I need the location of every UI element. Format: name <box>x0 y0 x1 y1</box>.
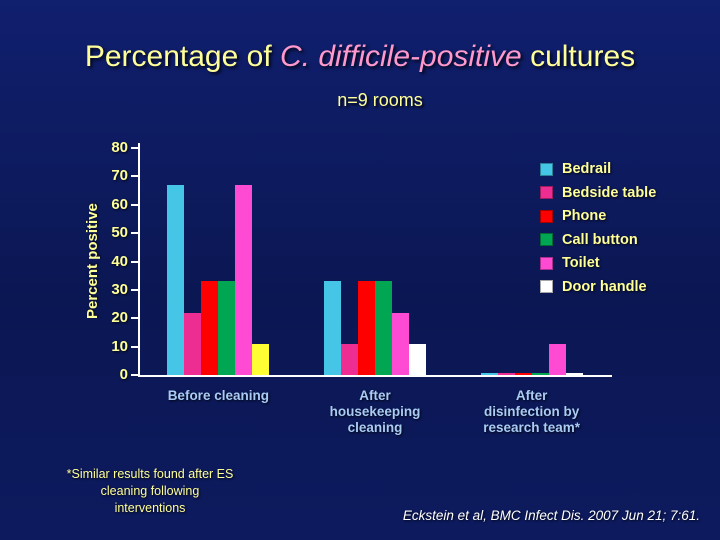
y-tick-label: 70 <box>111 167 128 185</box>
footnote-line: cleaning following <box>100 484 200 498</box>
bar-phone <box>514 373 532 375</box>
bar-toilet <box>548 343 566 375</box>
bar-toilet <box>235 184 253 375</box>
legend-swatch <box>540 233 553 247</box>
legend-item: Call button <box>540 231 656 248</box>
bar-bedside-table <box>341 343 358 375</box>
legend-item: Bedrail <box>540 162 656 177</box>
y-tick-label: 60 <box>111 195 128 213</box>
legend-label: Phone <box>562 208 607 224</box>
y-tick-label: 0 <box>119 366 128 383</box>
x-category-label: Before cleaning <box>138 388 298 404</box>
legend-swatch <box>540 162 553 176</box>
y-axis-line <box>138 143 140 377</box>
bar-door-handle <box>565 373 583 375</box>
legend-swatch <box>540 186 553 200</box>
y-tick-mark <box>131 288 138 291</box>
x-axis-line <box>138 375 612 377</box>
y-tick-label: 30 <box>111 280 128 298</box>
legend-label: Bedside table <box>562 184 657 201</box>
chart-legend: Bedrail Bedside table Phone Call button Toil… <box>540 162 656 303</box>
bar-door-handle <box>409 343 426 375</box>
x-category-label-line: cleaning <box>347 420 403 435</box>
legend-item: Bedside table <box>540 184 657 201</box>
legend-swatch <box>540 256 553 270</box>
footnote-line: *Similar results found after ES <box>66 467 234 481</box>
x-category-label-line: disinfection by <box>484 404 580 419</box>
y-tick-label: 20 <box>111 309 128 327</box>
legend-item: Door handle <box>540 278 656 295</box>
y-tick-mark <box>131 317 138 320</box>
legend-item: Phone <box>540 209 656 224</box>
y-tick-label: 80 <box>111 139 128 156</box>
legend-swatch <box>540 280 553 294</box>
bar-bedside-table <box>497 373 515 375</box>
y-tick-mark <box>131 374 138 376</box>
citation: Eckstein et al, BMC Infect Dis. 2007 Jun… <box>402 508 700 523</box>
y-tick-label: 50 <box>111 224 128 242</box>
x-category-label-line: After <box>515 388 548 403</box>
y-tick-mark <box>131 260 138 263</box>
x-category-label-line: After <box>359 388 391 403</box>
legend-swatch <box>540 209 553 223</box>
bar-phone <box>201 281 219 375</box>
x-category-label-line: housekeeping <box>329 404 421 419</box>
legend-label: Toilet <box>562 255 600 271</box>
legend-label: Call button <box>562 231 638 248</box>
legend-label: Bedrail <box>562 161 612 177</box>
footnote: *Similar results found after ES cleaning… <box>50 466 250 517</box>
bar-bedrail <box>167 184 185 375</box>
bar-door-handle <box>252 343 270 375</box>
slide-subtitle: n=9 rooms <box>337 90 423 110</box>
title-emphasis: C. difficile-positive <box>280 40 522 73</box>
legend-label: Door handle <box>562 278 647 295</box>
title-suffix: cultures <box>521 40 636 73</box>
y-tick-mark <box>131 203 138 206</box>
y-tick-label: 40 <box>111 252 128 270</box>
y-tick-mark <box>131 175 138 178</box>
x-category-label-line: research team* <box>483 420 581 435</box>
y-tick-mark <box>131 232 138 235</box>
bar-call-button <box>218 281 236 375</box>
slide-title: Percentage of C. difficile-positive cult… <box>0 40 720 74</box>
bar-bedrail <box>480 373 498 375</box>
y-tick-label: 10 <box>111 337 128 355</box>
footnote-line: interventions <box>114 501 186 515</box>
y-tick-mark <box>131 147 138 149</box>
bar-phone <box>358 281 375 375</box>
title-prefix: Percentage of <box>84 40 280 73</box>
bar-bedrail <box>324 281 341 375</box>
bar-call-button <box>375 281 392 375</box>
bar-bedside-table <box>184 312 202 375</box>
x-category-label: After housekeeping cleaning <box>295 388 455 436</box>
bar-call-button <box>531 373 549 375</box>
legend-item: Toilet <box>540 256 656 271</box>
x-category-label: After disinfection by research team* <box>452 388 612 436</box>
y-tick-mark <box>131 345 138 348</box>
x-category-label-line: Before cleaning <box>167 388 269 403</box>
bar-toilet <box>392 312 409 375</box>
